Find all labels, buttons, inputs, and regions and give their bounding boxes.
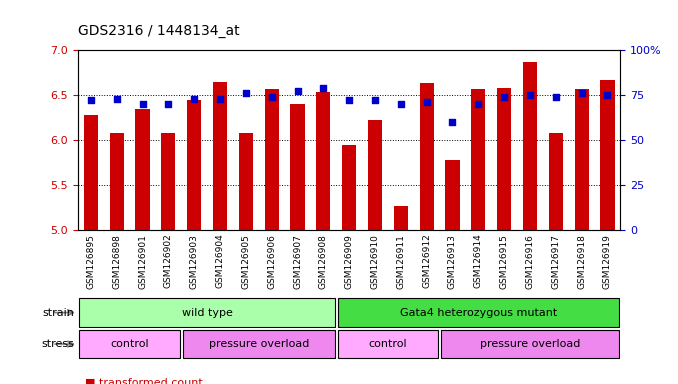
Text: GSM126903: GSM126903 (190, 233, 199, 288)
Text: ■ transformed count: ■ transformed count (85, 378, 203, 384)
Bar (600, 80, 614, 230)
Bar (338, 330, 438, 358)
Bar (574, 89, 589, 230)
Text: GSM126898: GSM126898 (113, 233, 121, 288)
Text: GSM126908: GSM126908 (319, 233, 328, 288)
Text: Gata4 heterozygous mutant: Gata4 heterozygous mutant (400, 308, 557, 318)
Bar (290, 104, 304, 230)
Point (85, 98, 96, 104)
Text: stress: stress (42, 339, 75, 349)
Bar (264, 89, 279, 230)
Point (215, 96, 226, 102)
Bar (523, 62, 537, 230)
Bar (79, 330, 180, 358)
Text: GSM126919: GSM126919 (603, 233, 612, 288)
Bar (420, 83, 434, 230)
Text: wild type: wild type (182, 308, 233, 318)
Text: GSM126912: GSM126912 (422, 233, 431, 288)
Text: GSM126904: GSM126904 (216, 233, 224, 288)
Text: pressure overload: pressure overload (209, 339, 309, 349)
Text: strain: strain (43, 308, 75, 318)
Text: GSM126918: GSM126918 (577, 233, 586, 288)
Bar (394, 206, 408, 230)
Point (602, 92, 613, 98)
Point (395, 101, 406, 107)
Text: GDS2316 / 1448134_at: GDS2316 / 1448134_at (78, 25, 239, 38)
Bar (136, 109, 150, 230)
Bar (213, 81, 227, 230)
Point (370, 98, 380, 104)
Text: GSM126911: GSM126911 (397, 233, 405, 288)
Bar (110, 133, 124, 230)
Text: pressure overload: pressure overload (480, 339, 580, 349)
Text: GSM126910: GSM126910 (370, 233, 380, 288)
Bar (79, 298, 335, 327)
Point (188, 96, 199, 102)
Text: GSM126907: GSM126907 (293, 233, 302, 288)
Bar (316, 92, 330, 230)
Bar (445, 160, 460, 230)
Point (551, 94, 561, 100)
Point (241, 90, 252, 96)
Bar (187, 99, 201, 230)
Text: GSM126905: GSM126905 (241, 233, 250, 288)
Text: control: control (369, 339, 407, 349)
Point (292, 88, 303, 94)
Bar (239, 133, 253, 230)
Bar (368, 120, 382, 230)
Bar (497, 88, 511, 230)
Text: GSM126895: GSM126895 (86, 233, 96, 288)
Text: control: control (111, 339, 149, 349)
Text: GSM126909: GSM126909 (344, 233, 354, 288)
Text: GSM126913: GSM126913 (448, 233, 457, 288)
Point (163, 101, 174, 107)
Point (421, 99, 432, 105)
Point (344, 98, 355, 104)
Point (111, 96, 122, 102)
Text: GSM126915: GSM126915 (500, 233, 508, 288)
Point (525, 92, 536, 98)
Bar (338, 298, 619, 327)
Text: GSM126901: GSM126901 (138, 233, 147, 288)
Bar (342, 145, 356, 230)
Text: GSM126906: GSM126906 (267, 233, 276, 288)
Bar (161, 133, 176, 230)
Point (318, 85, 329, 91)
Bar (84, 115, 98, 230)
Point (576, 90, 587, 96)
Point (137, 101, 148, 107)
Text: GSM126914: GSM126914 (474, 233, 483, 288)
Text: GSM126917: GSM126917 (551, 233, 560, 288)
Bar (471, 89, 485, 230)
Text: GSM126902: GSM126902 (164, 233, 173, 288)
Bar (182, 330, 335, 358)
Text: GSM126916: GSM126916 (525, 233, 534, 288)
Point (473, 101, 483, 107)
Point (499, 94, 510, 100)
Bar (549, 133, 563, 230)
Bar (441, 330, 619, 358)
Point (447, 119, 458, 125)
Point (266, 94, 277, 100)
